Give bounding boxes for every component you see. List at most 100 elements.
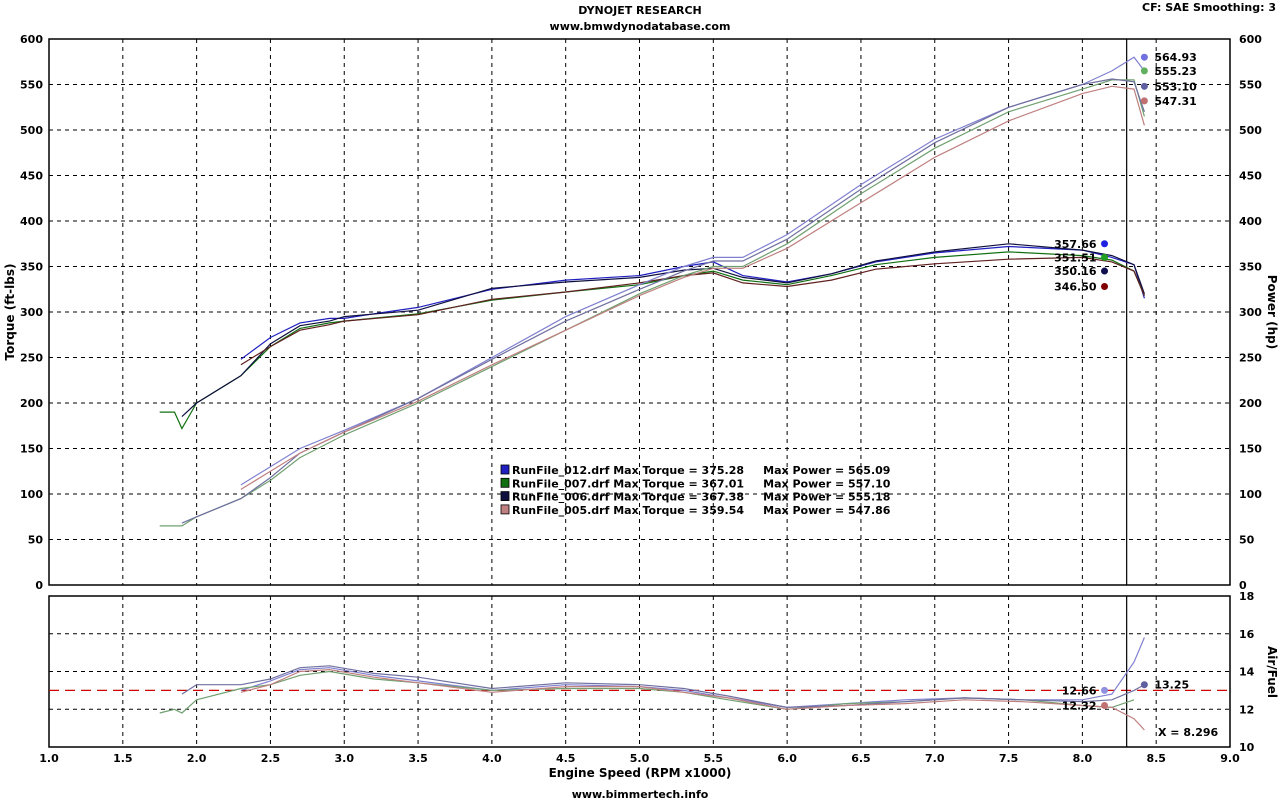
series-line — [181, 243, 1145, 418]
afr-cursor-marker — [1101, 686, 1109, 694]
air-fuel-series — [159, 637, 1145, 731]
rpm-tick-label: 4.0 — [482, 752, 502, 765]
power-cursor-marker — [1140, 97, 1148, 105]
torque-cursor-value: 350.16 — [1054, 265, 1097, 278]
power-tick-label: 450 — [1239, 170, 1262, 183]
afr-cursor-marker — [1101, 701, 1109, 709]
legend-entry: RunFile_007.drf Max Torque = 367.01 Max … — [512, 477, 891, 490]
power-cursor-value: 547.31 — [1154, 95, 1196, 108]
afr-cursor-value: 13.25 — [1154, 679, 1189, 692]
torque-tick-label: 550 — [20, 79, 43, 92]
chart-subtitle: www.bmwdynodatabase.com — [550, 20, 731, 33]
power-cursor-marker — [1140, 82, 1148, 90]
legend-entry: RunFile_006.drf Max Torque = 367.38 Max … — [512, 491, 890, 504]
torque-cursor-marker — [1101, 253, 1109, 261]
rpm-tick-label: 7.5 — [999, 752, 1019, 765]
power-tick-label: 350 — [1239, 261, 1262, 274]
torque-tick-label: 600 — [20, 33, 43, 46]
rpm-axis-label: Engine Speed (RPM x1000) — [549, 766, 732, 780]
air-fuel-tick-label: 12 — [1239, 703, 1254, 716]
rpm-tick-label: 3.5 — [408, 752, 428, 765]
cursor-readout: X = 8.296 — [1158, 726, 1218, 739]
afr-cursor-marker — [1140, 681, 1148, 689]
power-axis-ticks: 0 50 100 150 200 250 300 350 400 450 500 550 600 — [1239, 33, 1262, 592]
torque-tick-label: 450 — [20, 170, 43, 183]
series-line — [181, 665, 1145, 709]
air-fuel-axis-label: Air/Fuel — [1265, 646, 1279, 698]
power-tick-label: 550 — [1239, 79, 1262, 92]
series-line — [240, 256, 1145, 366]
torque-cursor-marker — [1101, 283, 1109, 291]
series-line — [181, 78, 1145, 524]
rpm-tick-label: 4.5 — [556, 752, 576, 765]
torque-tick-label: 300 — [20, 306, 43, 319]
rpm-tick-label: 5.0 — [630, 752, 650, 765]
legend-entry: RunFile_012.drf Max Torque = 375.28 Max … — [512, 464, 890, 477]
rpm-tick-label: 1.5 — [113, 752, 133, 765]
series-line — [240, 85, 1145, 490]
torque-tick-label: 400 — [20, 215, 43, 228]
chart-settings: CF: SAE Smoothing: 3 — [1142, 1, 1276, 14]
rpm-tick-label: 6.5 — [851, 752, 871, 765]
air-fuel-tick-label: 14 — [1239, 666, 1255, 679]
legend-swatch — [500, 491, 510, 502]
torque-tick-label: 0 — [35, 579, 43, 592]
rpm-tick-label: 5.5 — [704, 752, 724, 765]
legend-swatch — [500, 464, 510, 475]
power-tick-label: 250 — [1239, 352, 1262, 365]
torque-tick-label: 150 — [20, 443, 43, 456]
chart-title: DYNOJET RESEARCH — [578, 4, 701, 17]
air-fuel-tick-label: 16 — [1239, 628, 1255, 641]
power-tick-label: 100 — [1239, 488, 1262, 501]
rpm-tick-label: 8.5 — [1146, 752, 1166, 765]
torque-cursor-marker — [1101, 240, 1109, 248]
torque-cursor-marker — [1101, 267, 1109, 275]
torque-tick-label: 200 — [20, 397, 43, 410]
power-tick-label: 50 — [1239, 534, 1255, 547]
chart-footer: www.bimmertech.info — [572, 788, 709, 800]
air-fuel-panel: 12.66 12.32 13.25 10 12 14 16 18 Air/Fuel X = … — [48, 590, 1279, 754]
torque-axis-label: Torque (ft-lbs) — [3, 264, 17, 361]
series-line — [159, 79, 1145, 527]
legend-swatch — [500, 504, 510, 515]
torque-tick-label: 50 — [28, 534, 44, 547]
air-fuel-tick-label: 10 — [1239, 741, 1255, 754]
power-cursor-value: 555.23 — [1154, 65, 1196, 78]
power-tick-label: 500 — [1239, 124, 1262, 137]
air-fuel-markers: 12.66 12.32 13.25 — [1062, 679, 1189, 713]
power-tick-label: 200 — [1239, 397, 1262, 410]
legend-swatch — [500, 477, 510, 488]
torque-cursor-value: 346.50 — [1054, 281, 1097, 294]
rpm-tick-label: 3.0 — [335, 752, 355, 765]
legend: RunFile_012.drf Max Torque = 375.28 Max … — [500, 464, 891, 517]
power-tick-label: 600 — [1239, 33, 1262, 46]
rpm-tick-label: 7.0 — [925, 752, 945, 765]
afr-cursor-value: 12.66 — [1062, 684, 1097, 697]
air-fuel-grid — [49, 596, 1230, 747]
torque-tick-label: 350 — [20, 261, 43, 274]
rpm-tick-label: 9.0 — [1220, 752, 1240, 765]
torque-axis-ticks: 0 50 100 150 200 250 300 350 400 450 500 550 600 — [20, 33, 43, 592]
torque-power-series — [159, 56, 1145, 527]
air-fuel-tick-label: 18 — [1239, 590, 1254, 603]
power-tick-label: 300 — [1239, 306, 1262, 319]
legend-entry: RunFile_005.drf Max Torque = 359.54 Max … — [512, 504, 891, 517]
power-cursor-value: 553.10 — [1154, 80, 1197, 93]
rpm-tick-label: 2.5 — [261, 752, 281, 765]
rpm-tick-label: 6.0 — [777, 752, 797, 765]
series-line — [240, 668, 1145, 731]
power-cursor-marker — [1140, 67, 1148, 75]
power-axis-label: Power (hp) — [1265, 275, 1279, 349]
power-tick-label: 150 — [1239, 443, 1262, 456]
torque-tick-label: 250 — [20, 352, 43, 365]
series-line — [240, 637, 1145, 709]
power-tick-label: 0 — [1239, 579, 1247, 592]
power-tick-label: 400 — [1239, 215, 1262, 228]
torque-tick-label: 500 — [20, 124, 43, 137]
torque-tick-label: 100 — [20, 488, 43, 501]
rpm-axis-ticks: 1.0 1.5 2.0 2.5 3.0 3.5 4.0 4.5 5.0 5.5 6.0 6.5 7.0 7… — [39, 752, 1240, 765]
torque-power-grid — [49, 39, 1230, 585]
